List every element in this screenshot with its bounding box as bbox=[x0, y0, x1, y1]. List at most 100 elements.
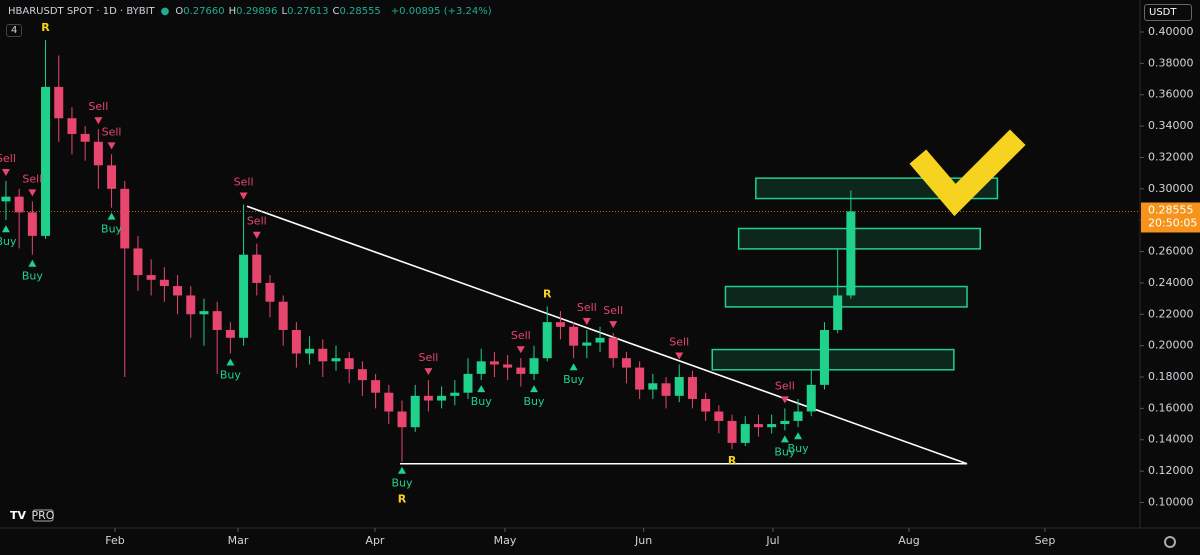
buy-arrow bbox=[780, 435, 789, 443]
sell-arrow bbox=[582, 317, 591, 325]
sell-label: Sell bbox=[775, 379, 795, 392]
candle-body bbox=[793, 411, 803, 421]
sell-label: Sell bbox=[577, 301, 597, 314]
candle-body bbox=[780, 420, 790, 425]
ohlc-key: H bbox=[228, 6, 237, 17]
candle-body bbox=[542, 322, 552, 359]
y-tick-label: 0.26000 bbox=[1148, 245, 1194, 258]
trendline bbox=[246, 205, 968, 465]
sell-label: Sell bbox=[669, 335, 689, 348]
checkmark bbox=[909, 129, 1026, 217]
sell-arrow bbox=[1, 168, 10, 176]
candle-body bbox=[225, 329, 235, 338]
buy-label: Buy bbox=[101, 223, 123, 236]
candle-body bbox=[767, 424, 777, 428]
candle-body bbox=[67, 118, 77, 134]
candle-body bbox=[846, 211, 856, 296]
buy-arrow bbox=[28, 259, 37, 267]
candle-body bbox=[608, 337, 618, 359]
y-tick-label: 0.24000 bbox=[1148, 276, 1194, 289]
y-tick-label: 0.34000 bbox=[1148, 119, 1194, 132]
candle-body bbox=[212, 311, 222, 330]
settings-button[interactable] bbox=[1164, 536, 1176, 548]
candle-body bbox=[278, 301, 288, 330]
symbol[interactable]: HBARUSDT SPOT · 1D · BYBIT bbox=[8, 6, 155, 17]
buy-arrow bbox=[226, 358, 235, 366]
candle-body bbox=[648, 383, 658, 390]
candle-body bbox=[265, 282, 275, 302]
candle-body bbox=[120, 188, 130, 249]
candle-body bbox=[529, 358, 539, 374]
currency-select[interactable]: USDT bbox=[1144, 4, 1192, 21]
ohlc-key: C bbox=[332, 6, 340, 17]
sell-arrow bbox=[424, 368, 433, 376]
y-tick-label: 0.32000 bbox=[1148, 150, 1194, 163]
candle-body bbox=[569, 326, 579, 346]
ohlc-value: 0.29896 bbox=[236, 6, 278, 17]
buy-label: Buy bbox=[524, 395, 546, 408]
y-tick-label: 0.36000 bbox=[1148, 88, 1194, 101]
candle-body bbox=[674, 377, 684, 396]
candle-body bbox=[635, 367, 645, 390]
candle-body bbox=[1, 196, 11, 202]
buy-label: Buy bbox=[22, 270, 44, 283]
price-label-box bbox=[1141, 202, 1200, 233]
sell-arrow bbox=[239, 192, 248, 200]
ohlc-value: 0.28555 bbox=[339, 6, 381, 17]
candle-body bbox=[384, 392, 394, 412]
candle-body bbox=[186, 295, 196, 315]
target-zone bbox=[711, 348, 955, 371]
y-tick-label: 0.38000 bbox=[1148, 56, 1194, 69]
y-tick-label: 0.14000 bbox=[1148, 433, 1194, 446]
candle-body bbox=[450, 392, 460, 396]
candle-body bbox=[740, 424, 750, 443]
y-tick-label: 0.16000 bbox=[1148, 401, 1194, 414]
candle-body bbox=[661, 383, 671, 396]
candle-body bbox=[819, 329, 829, 385]
buy-label: Buy bbox=[0, 235, 17, 248]
header: HBARUSDT SPOT · 1D · BYBIT ● O0.27660 H0.… bbox=[8, 6, 492, 17]
candle-body bbox=[437, 395, 447, 401]
y-tick-label: 0.10000 bbox=[1148, 495, 1194, 508]
x-tick-label: Jun bbox=[634, 534, 652, 547]
x-tick-label: Aug bbox=[898, 534, 919, 547]
buy-arrow bbox=[1, 225, 10, 233]
sell-label: Sell bbox=[234, 176, 254, 189]
logo-mark: TV bbox=[10, 509, 27, 522]
r-label: R bbox=[728, 454, 737, 467]
sell-label: Sell bbox=[88, 100, 108, 113]
buy-arrow bbox=[107, 212, 116, 220]
candle-body bbox=[252, 254, 262, 283]
x-tick-label: Feb bbox=[105, 534, 124, 547]
x-tick-label: May bbox=[494, 534, 517, 547]
buy-label: Buy bbox=[391, 477, 413, 490]
candle-body bbox=[14, 196, 24, 213]
ohlc-key: L bbox=[281, 6, 288, 17]
logo-text: PRO bbox=[32, 509, 55, 522]
sell-label: Sell bbox=[247, 215, 267, 228]
candle-body bbox=[714, 411, 724, 421]
ohlc-key: O bbox=[175, 6, 184, 17]
candle-body bbox=[397, 411, 407, 428]
candle-body bbox=[476, 361, 486, 374]
sell-arrow bbox=[780, 396, 789, 404]
candle-body bbox=[344, 358, 354, 370]
candle-body bbox=[806, 384, 816, 412]
ohlc-value: 0.27660 bbox=[183, 6, 225, 17]
price-label: 0.28555 bbox=[1148, 203, 1194, 216]
sell-arrow bbox=[28, 189, 37, 197]
indicator-toggle[interactable]: 4 bbox=[6, 24, 23, 37]
change: +0.00895 (+3.24%) bbox=[390, 6, 492, 17]
candle-body bbox=[727, 420, 737, 443]
sell-label: Sell bbox=[603, 304, 623, 317]
candle-body bbox=[146, 275, 156, 280]
candle-body bbox=[833, 295, 843, 330]
sell-label: Sell bbox=[22, 172, 42, 185]
candle-body bbox=[305, 348, 315, 354]
x-tick-label: Apr bbox=[365, 534, 385, 547]
buy-arrow bbox=[477, 385, 486, 393]
candle-body bbox=[27, 212, 37, 236]
